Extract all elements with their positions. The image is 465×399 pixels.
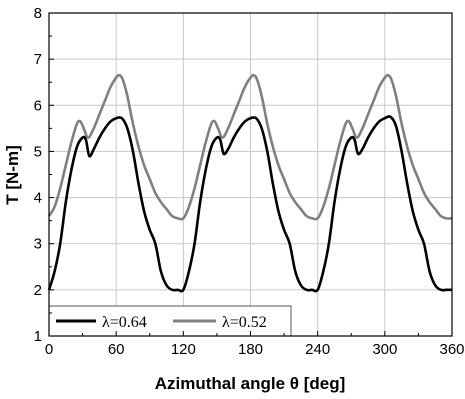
x-axis-title: Azimuthal angle θ [deg]: [155, 374, 346, 393]
y-tick-label: 4: [34, 190, 42, 207]
y-tick-label: 1: [34, 328, 42, 345]
series-lines: [47, 73, 453, 293]
grid-lines: [49, 13, 452, 336]
x-tick-label: 300: [372, 341, 397, 358]
y-tick-label: 8: [34, 5, 42, 22]
y-tick-label: 6: [34, 97, 42, 114]
x-tick-label: 120: [171, 341, 196, 358]
x-tick-label: 180: [238, 341, 263, 358]
legend: λ=0.64 λ=0.52: [48, 305, 292, 337]
x-tick-label: 60: [108, 341, 125, 358]
y-tick-label: 5: [34, 143, 42, 160]
y-tick-label: 3: [34, 236, 42, 253]
legend-label-series-2: λ=0.52: [222, 314, 267, 331]
series-line-2: [47, 73, 453, 221]
x-tick-label: 0: [45, 341, 53, 358]
y-tick-label: 2: [34, 282, 42, 299]
y-axis-title: T [N-m]: [3, 145, 22, 204]
legend-label-series-1: λ=0.64: [102, 314, 147, 331]
y-tick-label: 7: [34, 51, 42, 68]
x-tick-label: 240: [305, 341, 330, 358]
axis-ticks: 0 60 120 180 240 300 360 1 2 3 4 5 6 7 8: [34, 5, 465, 358]
series-line-1: [47, 115, 452, 293]
x-tick-label: 360: [439, 341, 464, 358]
